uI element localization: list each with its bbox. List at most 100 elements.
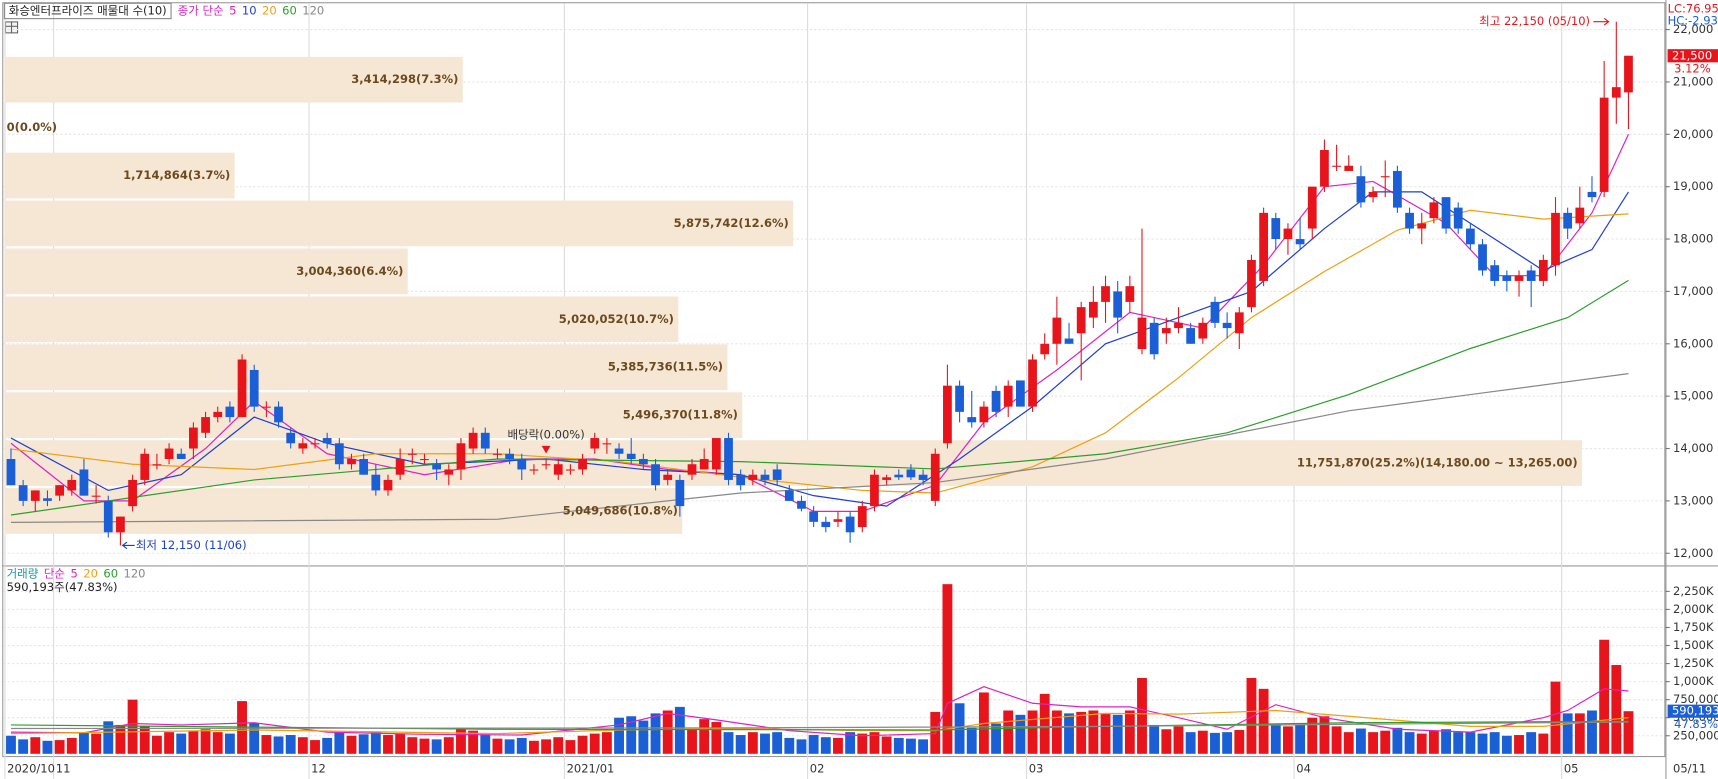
volume-bar xyxy=(1550,681,1561,754)
candle-body xyxy=(736,474,746,486)
candle-body xyxy=(1247,259,1256,308)
volume-bar xyxy=(456,727,466,754)
high-arrow xyxy=(1593,17,1610,26)
candle-body xyxy=(79,469,89,496)
volume-bar xyxy=(224,733,235,754)
candle-body xyxy=(772,469,782,480)
profile-label: 11,751,870(25.2%)(14,180.00 ~ 13,265.00) xyxy=(1297,456,1578,470)
candle-body xyxy=(1186,328,1196,344)
candle-body xyxy=(967,417,977,423)
volume-bar xyxy=(468,730,479,754)
y-tick-label: 1,750K xyxy=(1673,620,1714,634)
last-price-label: 21,500 xyxy=(1672,48,1712,62)
candle-body xyxy=(930,453,940,501)
candle-body xyxy=(1052,317,1062,344)
candle-body xyxy=(711,438,721,470)
profile-bar xyxy=(4,200,794,247)
candle-body xyxy=(1344,165,1354,171)
dividend-marker xyxy=(541,445,551,454)
candle-body xyxy=(237,359,247,418)
volume-bar xyxy=(626,716,637,754)
candle-body xyxy=(444,469,454,475)
candle-body xyxy=(1234,312,1244,334)
volume-bar xyxy=(1112,714,1123,754)
candle-body xyxy=(882,477,891,480)
candle-body xyxy=(249,369,259,407)
volume-bar xyxy=(151,735,162,754)
volume-bar xyxy=(760,733,770,754)
profile-bar xyxy=(4,344,728,391)
volume-bar xyxy=(833,737,843,754)
volume-bar xyxy=(431,739,442,754)
candle-body xyxy=(553,464,563,475)
candle-body xyxy=(164,448,174,459)
candle-body xyxy=(918,474,928,480)
candle-body xyxy=(383,479,393,491)
volume-bar xyxy=(1246,678,1257,754)
volume-bar xyxy=(711,722,722,754)
volume-bar xyxy=(516,737,527,754)
candle-body xyxy=(1307,186,1317,229)
y-tick-label: 15,000 xyxy=(1673,389,1713,403)
volume-bar xyxy=(772,732,783,754)
y-tick-label: 250,000 xyxy=(1673,728,1718,742)
y-tick-label: 17,000 xyxy=(1673,284,1713,298)
candle-body xyxy=(67,479,77,491)
volume-bar xyxy=(407,737,418,754)
candle-body xyxy=(1356,176,1366,203)
candle-body xyxy=(1490,265,1500,281)
volume-bar xyxy=(1088,710,1099,754)
candle-body xyxy=(55,485,65,496)
candle-body xyxy=(18,485,28,501)
volume-bar xyxy=(30,737,41,754)
profile-bar xyxy=(4,248,408,295)
candle-body xyxy=(322,438,332,444)
candle-body xyxy=(310,443,320,445)
title-box[interactable] xyxy=(3,2,172,20)
legend-entry: 120 xyxy=(124,567,146,581)
volume-bar xyxy=(528,740,539,754)
volume-bar xyxy=(1076,711,1087,754)
candle-body xyxy=(152,464,162,466)
candle-body xyxy=(30,490,40,501)
volume-bar xyxy=(881,736,892,754)
volume-bar xyxy=(1562,713,1573,754)
candle-body xyxy=(43,498,52,501)
volume-bar xyxy=(200,729,211,754)
volume-bar xyxy=(966,727,977,754)
candle-body xyxy=(1320,150,1329,187)
legend-entry: 20 xyxy=(83,567,98,581)
candle-body xyxy=(699,458,709,470)
profile-label: 3,414,298(7.3%) xyxy=(351,72,458,86)
volume-bar xyxy=(1173,726,1184,754)
y-tick-label: 12,000 xyxy=(1673,546,1713,560)
volume-bar xyxy=(942,584,953,754)
candle-body xyxy=(541,464,551,466)
volume-bar xyxy=(1404,732,1415,754)
y-tick-label: 750,000 xyxy=(1673,692,1718,706)
candle-body xyxy=(578,458,587,470)
candle-body xyxy=(1405,212,1414,229)
candle-body xyxy=(991,390,1001,412)
candle-body xyxy=(140,453,150,480)
candle-body xyxy=(1016,380,1025,407)
profile-label: 5,496,370(11.8%) xyxy=(623,408,738,422)
candle-body xyxy=(1283,228,1293,240)
volume-bar xyxy=(662,710,673,754)
volume-bar xyxy=(1489,732,1500,754)
last-date: 05/11 xyxy=(1673,762,1706,776)
profile-bar xyxy=(4,296,679,343)
volume-bar xyxy=(395,733,406,754)
candle-body xyxy=(651,464,660,486)
volume-bar xyxy=(358,734,369,754)
volume-bar xyxy=(1526,732,1537,754)
legend-label: 단순 xyxy=(44,567,65,581)
profile-bar xyxy=(4,152,235,199)
legend-entry: 10 xyxy=(242,3,257,17)
x-tick-label: 12 xyxy=(311,762,326,776)
candle-body xyxy=(760,474,770,480)
volume-bar xyxy=(18,739,29,754)
y-tick-label: 14,000 xyxy=(1673,441,1713,455)
candle-body xyxy=(334,443,344,465)
candle-body xyxy=(407,453,417,455)
